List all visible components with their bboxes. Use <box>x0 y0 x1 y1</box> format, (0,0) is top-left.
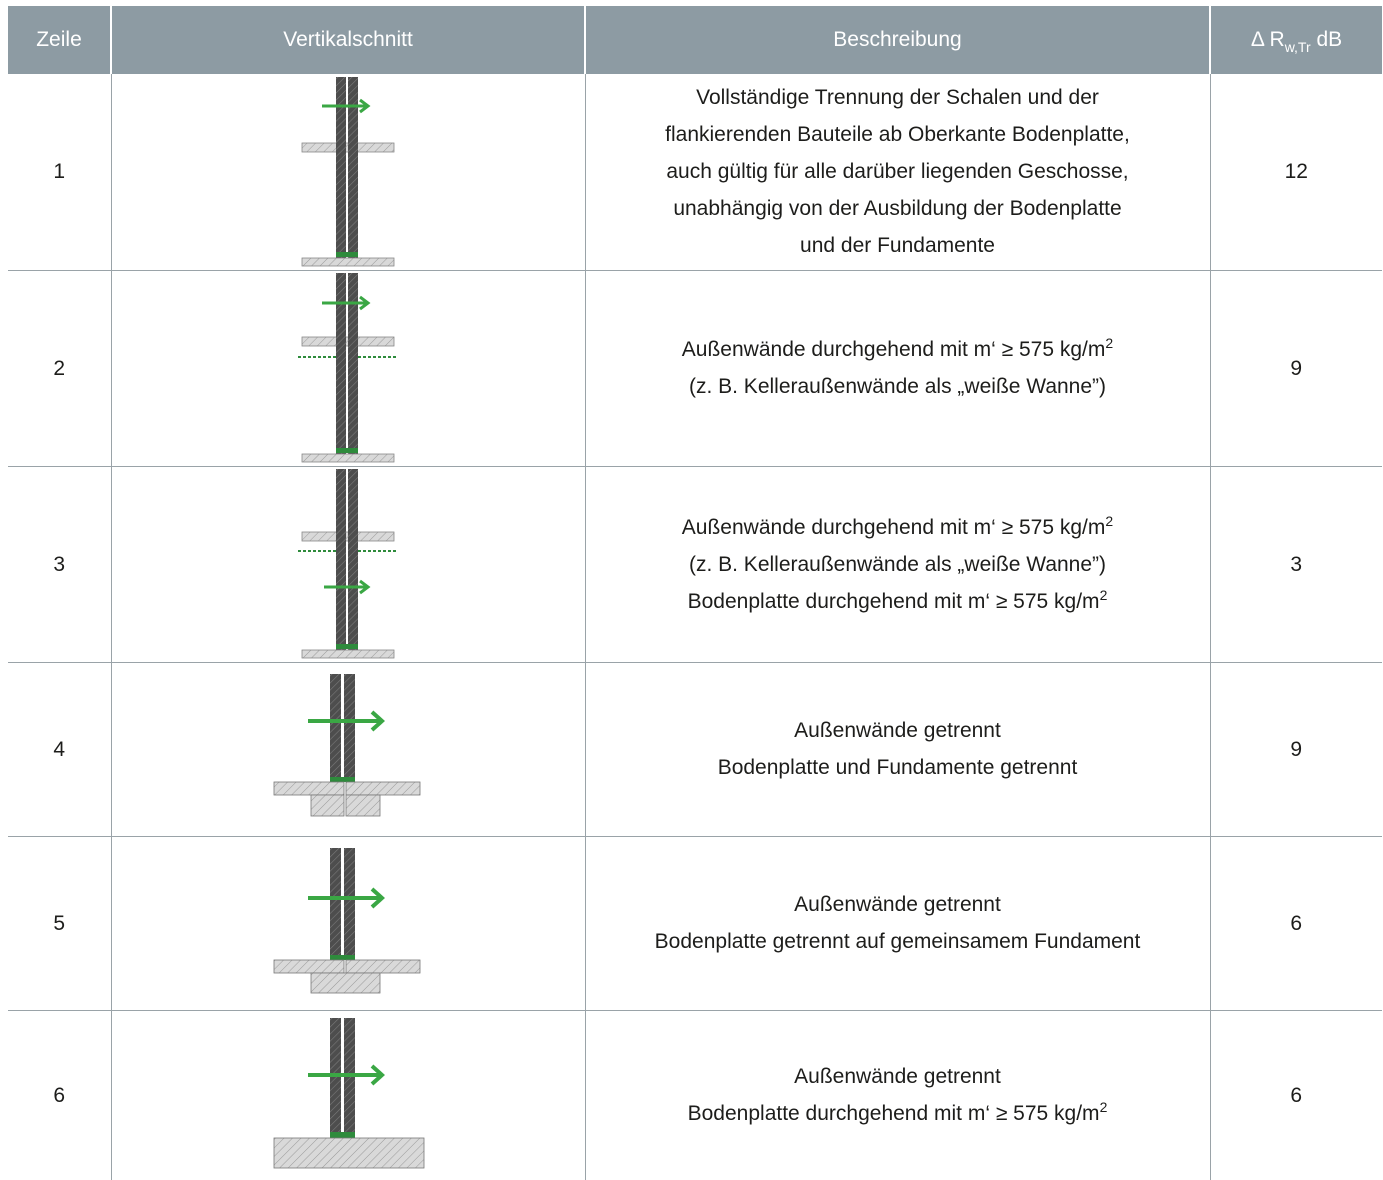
section-drawing-4 <box>273 674 421 817</box>
description-line: Außenwände getrennt <box>794 719 1001 742</box>
db-value: 9 <box>1209 662 1382 837</box>
description-text: Außenwände durchgehend mit m‘ ≥ 575 kg/m <box>681 338 1106 361</box>
section-drawing-cell <box>110 836 585 1011</box>
sound-insulation-table: Zeile Vertikalschnitt Beschreibung Δ Rw,… <box>8 6 1382 1180</box>
section-drawing-3 <box>298 469 398 659</box>
table-row: 1 Vollständige Trennung der Schalen und … <box>8 74 1382 271</box>
section-drawing-cell <box>110 74 585 271</box>
table-row: 4 Außenwände getrennt Bodenplatte und Fu… <box>8 662 1382 837</box>
section-drawing-1 <box>301 76 395 267</box>
description-line: Bodenplatte und Fundamente getrennt <box>717 756 1078 779</box>
row-number: 2 <box>8 270 111 467</box>
db-value: 3 <box>1209 466 1382 663</box>
description-line: auch gültig für alle darüber liegenden G… <box>666 160 1129 184</box>
db-value: 9 <box>1209 270 1382 467</box>
section-drawing-cell <box>110 662 585 837</box>
section-drawing-cell <box>110 270 585 467</box>
section-drawing-5 <box>273 848 421 994</box>
description-line: Außenwände getrennt <box>794 893 1001 916</box>
superscript: 2 <box>1105 335 1114 351</box>
description-cell: Außenwände getrennt Bodenplatte und Fund… <box>584 662 1210 837</box>
description-line: und der Fundamente <box>800 234 995 258</box>
superscript: 2 <box>1099 1099 1108 1116</box>
description-text: Außenwände durchgehend mit m‘ ≥ 575 kg/m <box>681 515 1106 539</box>
header-vertikalschnitt: Vertikalschnitt <box>110 6 585 74</box>
table-row: 6 Außenwände getrennt Bodenplatte durchg… <box>8 1010 1382 1180</box>
description-cell: Außenwände getrennt Bodenplatte getrennt… <box>584 836 1210 1011</box>
header-beschreibung: Beschreibung <box>584 6 1210 74</box>
table-header-row: Zeile Vertikalschnitt Beschreibung Δ Rw,… <box>8 6 1382 74</box>
header-delta-r-subscript: w,Tr <box>1284 39 1311 55</box>
section-drawing-6 <box>273 1018 425 1169</box>
header-delta-r: Δ Rw,Tr dB <box>1209 6 1382 74</box>
header-zeile: Zeile <box>8 6 111 74</box>
description-line: Bodenplatte durchgehend mit m‘ ≥ 575 kg/… <box>586 1095 1210 1132</box>
table-row: 5 Außenwände getrennt Bodenplatte getren… <box>8 836 1382 1011</box>
description-cell: Außenwände getrennt Bodenplatte durchgeh… <box>584 1010 1210 1180</box>
description-line: flankierenden Bauteile ab Oberkante Bode… <box>665 123 1130 147</box>
table-row: 3 Außenwände durchgehend mit m‘ ≥ 575 kg… <box>8 466 1382 663</box>
section-drawing-2 <box>298 273 398 463</box>
superscript: 2 <box>1105 512 1114 529</box>
row-number: 5 <box>8 836 111 1011</box>
description-cell: Außenwände durchgehend mit m‘ ≥ 575 kg/m… <box>584 466 1210 663</box>
description-line: Außenwände getrennt <box>794 1065 1001 1089</box>
header-delta-r-symbol: Δ R <box>1250 28 1285 51</box>
row-number: 1 <box>8 74 111 271</box>
row-number: 3 <box>8 466 111 663</box>
description-text: Bodenplatte durchgehend mit m‘ ≥ 575 kg/… <box>687 1102 1100 1126</box>
description-line: Außenwände durchgehend mit m‘ ≥ 575 kg/m… <box>586 331 1210 368</box>
db-value: 12 <box>1209 74 1382 271</box>
description-line: Außenwände durchgehend mit m‘ ≥ 575 kg/m… <box>586 509 1210 546</box>
section-drawing-cell <box>110 1010 585 1180</box>
description-line: Bodenplatte durchgehend mit m‘ ≥ 575 kg/… <box>586 583 1210 620</box>
description-line: Bodenplatte getrennt auf gemeinsamem Fun… <box>654 930 1141 953</box>
description-line: Vollständige Trennung der Schalen und de… <box>696 86 1099 110</box>
row-number: 4 <box>8 662 111 837</box>
header-delta-r-unit: dB <box>1310 28 1343 51</box>
superscript: 2 <box>1099 586 1108 603</box>
row-number: 6 <box>53 1083 66 1107</box>
description-line: (z. B. Kelleraußenwände als „weiße Wanne… <box>688 375 1107 398</box>
description-cell: Vollständige Trennung der Schalen und de… <box>584 74 1210 271</box>
section-drawing-cell <box>110 466 585 663</box>
db-value: 6 <box>1209 836 1382 1011</box>
description-cell: Außenwände durchgehend mit m‘ ≥ 575 kg/m… <box>584 270 1210 467</box>
table-row: 2 Außenwände durchgehend mit m‘ ≥ 575 kg… <box>8 270 1382 467</box>
description-line: (z. B. Kelleraußenwände als „weiße Wanne… <box>688 552 1107 576</box>
db-value: 6 <box>1209 1010 1382 1180</box>
description-text: Bodenplatte durchgehend mit m‘ ≥ 575 kg/… <box>687 589 1100 613</box>
description-line: unabhängig von der Ausbildung der Bodenp… <box>673 197 1122 221</box>
